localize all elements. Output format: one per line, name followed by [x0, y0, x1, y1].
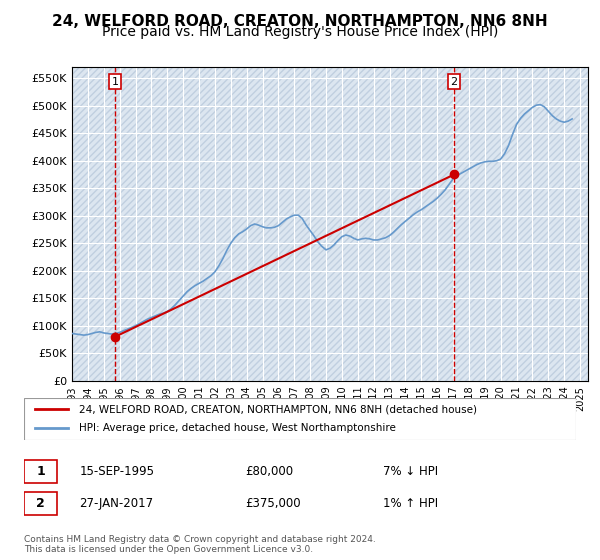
- FancyBboxPatch shape: [24, 460, 57, 483]
- Text: 24, WELFORD ROAD, CREATON, NORTHAMPTON, NN6 8NH (detached house): 24, WELFORD ROAD, CREATON, NORTHAMPTON, …: [79, 404, 477, 414]
- FancyBboxPatch shape: [24, 398, 576, 440]
- Text: HPI: Average price, detached house, West Northamptonshire: HPI: Average price, detached house, West…: [79, 423, 396, 433]
- Text: Contains HM Land Registry data © Crown copyright and database right 2024.
This d: Contains HM Land Registry data © Crown c…: [24, 535, 376, 554]
- Text: 1% ↑ HPI: 1% ↑ HPI: [383, 497, 438, 510]
- Text: 1: 1: [112, 77, 119, 87]
- FancyBboxPatch shape: [24, 492, 57, 515]
- Text: Price paid vs. HM Land Registry's House Price Index (HPI): Price paid vs. HM Land Registry's House …: [102, 25, 498, 39]
- Text: £375,000: £375,000: [245, 497, 301, 510]
- Text: 24, WELFORD ROAD, CREATON, NORTHAMPTON, NN6 8NH: 24, WELFORD ROAD, CREATON, NORTHAMPTON, …: [52, 14, 548, 29]
- Text: 15-SEP-1995: 15-SEP-1995: [79, 465, 154, 478]
- Text: 7% ↓ HPI: 7% ↓ HPI: [383, 465, 438, 478]
- Text: 2: 2: [451, 77, 458, 87]
- Text: 27-JAN-2017: 27-JAN-2017: [79, 497, 154, 510]
- Text: £80,000: £80,000: [245, 465, 293, 478]
- Text: 1: 1: [36, 465, 45, 478]
- Text: 2: 2: [36, 497, 45, 510]
